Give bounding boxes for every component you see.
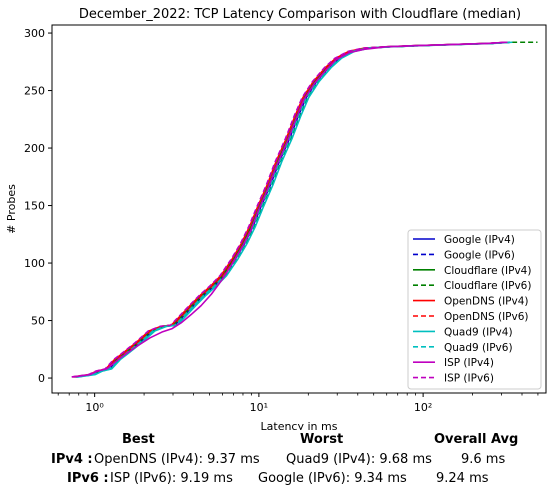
- legend-label: ISP (IPv6): [444, 373, 494, 385]
- ipv6-avg: 9.24 ms: [436, 471, 489, 486]
- x-axis-label: Latency in ms: [261, 420, 338, 430]
- series-line-isp-ipv4: [73, 41, 508, 378]
- legend-label: Cloudflare (IPv4): [444, 265, 531, 277]
- legend-label: Cloudflare (IPv6): [444, 280, 531, 292]
- y-tick-label: 50: [31, 315, 45, 328]
- chart-title: December_2022: TCP Latency Comparison wi…: [79, 7, 521, 22]
- legend-frame: [407, 229, 542, 390]
- series-lines: [71, 41, 538, 378]
- y-tick-label: 150: [24, 200, 45, 213]
- y-tick-label: 250: [24, 85, 45, 98]
- legend-label: ISP (IPv4): [444, 357, 494, 369]
- y-axis: 0 50 100 150 200 250 300: [24, 27, 52, 385]
- y-tick-label: 100: [24, 257, 45, 270]
- ipv6-row-label: IPv6 :: [67, 471, 109, 486]
- y-axis-label: # Probes: [5, 184, 18, 234]
- y-tick-label: 200: [24, 142, 45, 155]
- overall-avg-header: Overall Avg: [434, 432, 519, 447]
- ipv4-worst: Quad9 (IPv4): 9.68 ms: [286, 452, 432, 467]
- y-tick-label: 0: [38, 372, 45, 385]
- latency-summary: Best Worst Overall Avg IPv4 : OpenDNS (I…: [0, 428, 555, 492]
- ipv4-best: OpenDNS (IPv4): 9.37 ms: [94, 452, 260, 467]
- ipv6-worst: Google (IPv6): 9.34 ms: [258, 471, 407, 486]
- series-line-isp-ipv6: [71, 41, 506, 378]
- legend: Google (IPv4) Google (IPv6) Cloudflare (IP…: [407, 229, 542, 390]
- ipv4-row-label: IPv4 :: [51, 452, 93, 467]
- x-tick-label: 10²: [414, 401, 432, 414]
- best-header: Best: [122, 432, 155, 447]
- x-axis: 10⁰ 10¹ 10²: [57, 393, 539, 414]
- x-tick-label: 10¹: [250, 401, 268, 414]
- y-tick-label: 300: [24, 27, 45, 40]
- latency-cdf-chart: December_2022: TCP Latency Comparison wi…: [5, 7, 547, 430]
- ipv4-avg: 9.6 ms: [461, 452, 506, 467]
- legend-label: OpenDNS (IPv6): [444, 311, 529, 323]
- worst-header: Worst: [300, 432, 344, 447]
- x-tick-label: 10⁰: [85, 401, 104, 414]
- legend-label: Google (IPv6): [444, 249, 515, 261]
- legend-label: Quad9 (IPv4): [444, 326, 513, 338]
- legend-label: Google (IPv4): [444, 234, 515, 246]
- ipv6-best: ISP (IPv6): 9.19 ms: [110, 471, 233, 486]
- legend-label: Quad9 (IPv6): [444, 342, 513, 354]
- legend-label: OpenDNS (IPv4): [444, 296, 529, 308]
